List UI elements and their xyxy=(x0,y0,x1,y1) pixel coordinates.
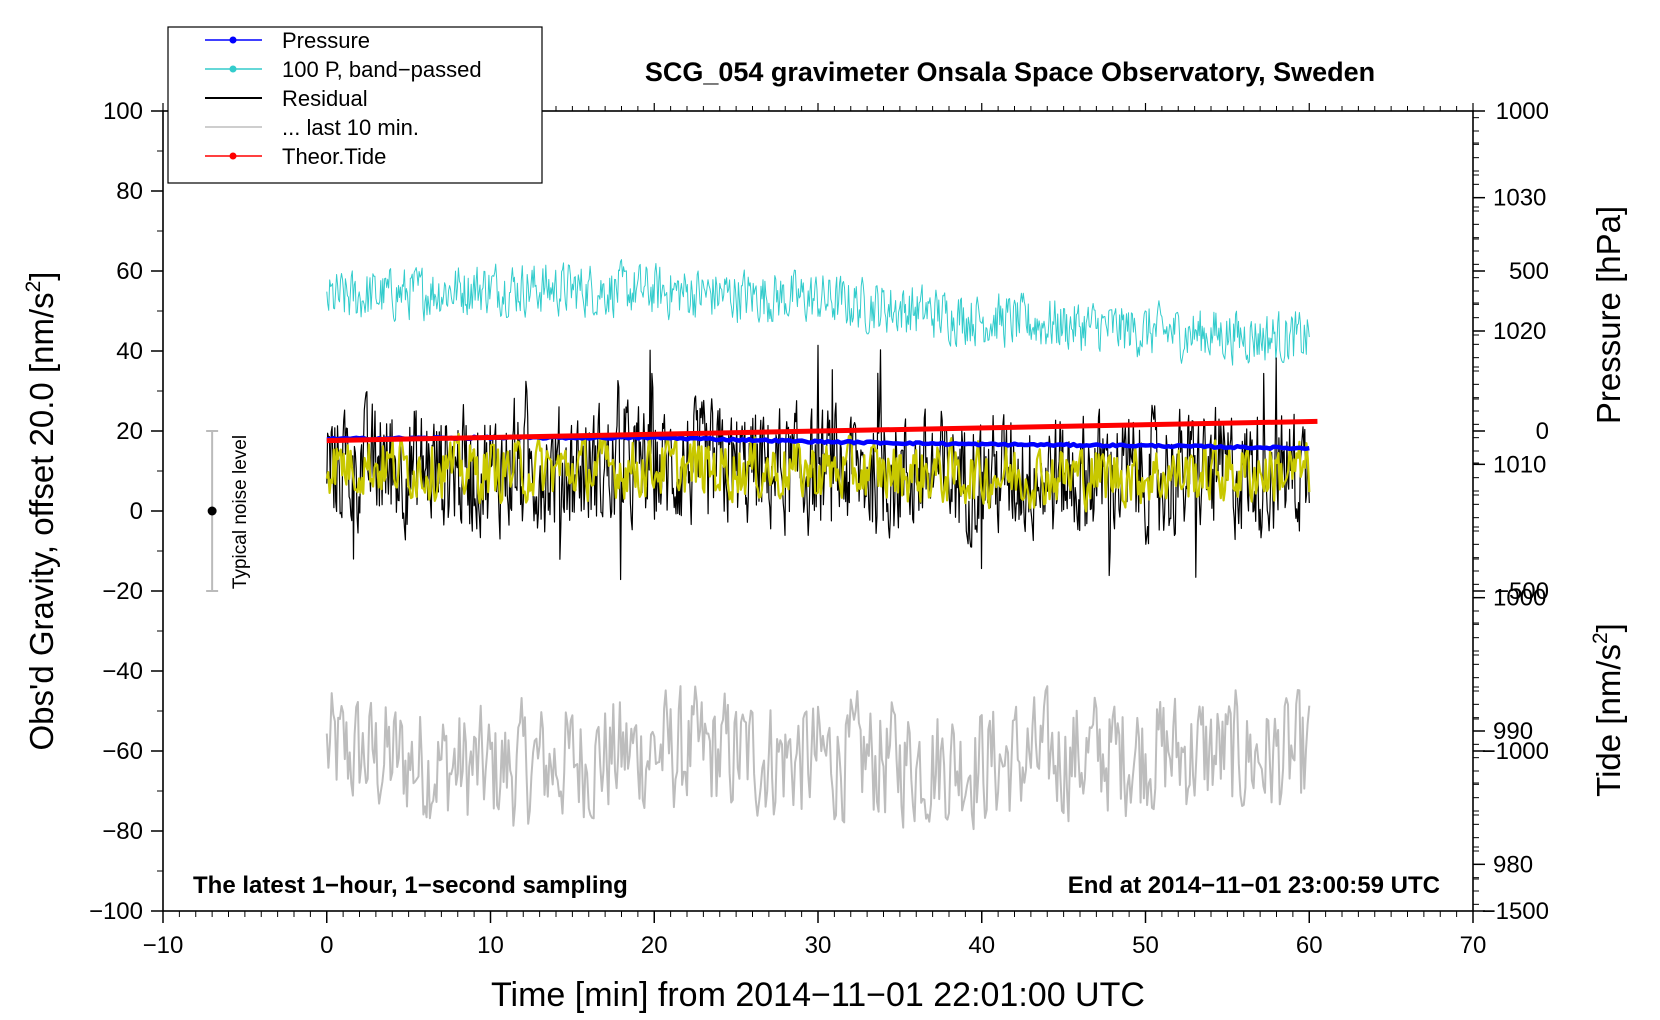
y-tick-label: −80 xyxy=(102,818,143,845)
legend-label: 100 P, band−passed xyxy=(282,57,482,82)
x-tick-label: 70 xyxy=(1460,932,1487,959)
tide-tick-label: 0 xyxy=(1536,418,1549,445)
series-layer xyxy=(325,259,1318,831)
pressure-tick-label: 1020 xyxy=(1493,318,1546,345)
y-axis-ticks: −100 −80 −60 −40 −20 0 20 40 60 80 100 xyxy=(89,98,163,925)
tide-tick-label: 500 xyxy=(1509,258,1549,285)
annotation-end-time: End at 2014−11−01 23:00:59 UTC xyxy=(1068,872,1440,899)
chart-title: SCG_054 gravimeter Onsala Space Observat… xyxy=(645,57,1375,87)
series-line-100-p-band-passed xyxy=(326,259,1310,366)
pressure-axis-label: Pressure [hPa] xyxy=(1590,206,1627,424)
y-axis-label-superscript: 2 xyxy=(22,281,45,293)
pressure-axis-ticks: 980 990 1000 1010 1020 1030 xyxy=(1473,117,1546,905)
x-tick-label: 20 xyxy=(641,932,668,959)
tide-axis-label-text: Tide [nm/s xyxy=(1590,644,1627,797)
y-tick-label: 100 xyxy=(103,98,143,125)
y-axis-label-suffix: ] xyxy=(23,272,60,281)
legend-entries: Pressure 100 P, band−passed Residual ... la… xyxy=(205,28,482,169)
y-tick-label: 40 xyxy=(116,338,143,365)
pressure-tick-label: 990 xyxy=(1493,718,1533,745)
pressure-tick-label: 980 xyxy=(1493,851,1533,878)
noise-bar-center-dot xyxy=(207,506,217,516)
tide-axis-label-suffix: ] xyxy=(1590,623,1627,632)
tide-tick-label: 1000 xyxy=(1496,98,1549,125)
tide-axis-ticks: 1000 500 0 −500 −1000 −1500 xyxy=(1473,98,1549,925)
pressure-tick-label: 1030 xyxy=(1493,185,1546,212)
x-tick-label: 60 xyxy=(1296,932,1323,959)
x-tick-label: 10 xyxy=(477,932,504,959)
x-axis-ticks: −10 0 10 20 30 40 50 60 70 xyxy=(143,103,1487,959)
tide-axis-label-superscript: 2 xyxy=(1589,632,1612,644)
x-axis-label: Time [min] from 2014−11−01 22:01:00 UTC xyxy=(491,976,1145,1014)
y-axis-label: Obs'd Gravity, offset 20.0 [nm/s2] xyxy=(22,272,60,751)
legend-marker xyxy=(229,65,237,73)
y-tick-label: −100 xyxy=(89,898,143,925)
legend-label: Residual xyxy=(282,86,368,111)
annotation-sampling: The latest 1−hour, 1−second sampling xyxy=(193,872,628,899)
x-tick-label: 0 xyxy=(320,932,333,959)
pressure-tick-label: 1010 xyxy=(1493,451,1546,478)
pressure-tick-label: 1000 xyxy=(1493,585,1546,612)
y-tick-label: −40 xyxy=(102,658,143,685)
y-tick-label: −60 xyxy=(102,738,143,765)
legend-label: Pressure xyxy=(282,28,370,53)
y-tick-label: 0 xyxy=(130,498,143,525)
noise-bar: Typical noise level xyxy=(206,430,251,592)
x-tick-label: 30 xyxy=(805,932,832,959)
y-tick-label: 80 xyxy=(116,178,143,205)
legend-marker xyxy=(229,152,237,160)
series-line--last-10-min- xyxy=(325,685,1311,831)
legend-label: Theor.Tide xyxy=(282,144,386,169)
legend-label: ... last 10 min. xyxy=(282,115,419,140)
x-tick-label: 40 xyxy=(968,932,995,959)
y-tick-label: 20 xyxy=(116,418,143,445)
x-tick-label: 50 xyxy=(1132,932,1159,959)
tide-tick-label: −1500 xyxy=(1482,898,1549,925)
tide-axis-label: Tide [nm/s2] xyxy=(1589,623,1627,797)
x-tick-label: −10 xyxy=(143,932,184,959)
legend-marker xyxy=(229,36,237,44)
y-axis-label-text: Obs'd Gravity, offset 20.0 [nm/s xyxy=(23,292,60,750)
legend: Pressure 100 P, band−passed Residual ... la… xyxy=(167,26,543,184)
series-line-theor-tide xyxy=(326,418,1318,444)
noise-bar-label: Typical noise level xyxy=(230,435,251,589)
tide-tick-label: −1000 xyxy=(1482,738,1549,765)
y-tick-label: −20 xyxy=(102,578,143,605)
tide-tick-label: −500 xyxy=(1495,578,1549,605)
series-line-residual-smoothed xyxy=(325,432,1311,513)
y-tick-label: 60 xyxy=(116,258,143,285)
